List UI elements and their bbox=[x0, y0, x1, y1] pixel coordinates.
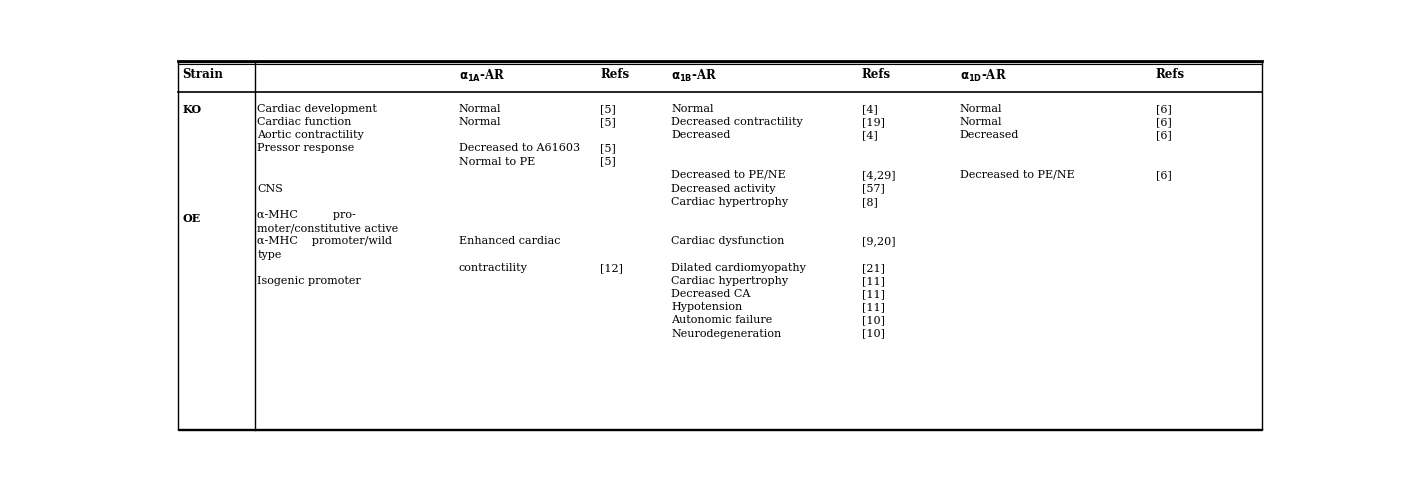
Text: [9,20]: [9,20] bbox=[861, 236, 895, 246]
Text: [4,29]: [4,29] bbox=[861, 169, 895, 180]
Text: Pressor response: Pressor response bbox=[257, 143, 354, 153]
Text: $\mathbf{\alpha_{1A}}$-AR: $\mathbf{\alpha_{1A}}$-AR bbox=[458, 68, 506, 84]
Text: [10]: [10] bbox=[861, 315, 885, 325]
Text: [11]: [11] bbox=[861, 275, 885, 285]
Text: Enhanced cardiac: Enhanced cardiac bbox=[458, 236, 561, 246]
Text: Normal to PE: Normal to PE bbox=[458, 156, 535, 166]
Text: [5]: [5] bbox=[600, 156, 617, 166]
Text: Neurodegeneration: Neurodegeneration bbox=[672, 328, 781, 338]
Text: Dilated cardiomyopathy: Dilated cardiomyopathy bbox=[672, 262, 806, 272]
Text: Isogenic promoter: Isogenic promoter bbox=[257, 275, 361, 285]
Text: [21]: [21] bbox=[861, 262, 885, 272]
Text: [12]: [12] bbox=[600, 262, 624, 272]
Text: α-MHC          pro-: α-MHC pro- bbox=[257, 210, 355, 220]
Text: Cardiac development: Cardiac development bbox=[257, 103, 377, 114]
Text: [6]: [6] bbox=[1156, 130, 1172, 140]
Text: Cardiac hypertrophy: Cardiac hypertrophy bbox=[672, 197, 788, 206]
Text: moter/constitutive active: moter/constitutive active bbox=[257, 223, 399, 233]
Text: Cardiac dysfunction: Cardiac dysfunction bbox=[672, 236, 784, 246]
Text: [8]: [8] bbox=[861, 197, 878, 206]
Text: [6]: [6] bbox=[1156, 103, 1172, 114]
Text: Refs: Refs bbox=[600, 68, 629, 81]
Text: Decreased to A61603: Decreased to A61603 bbox=[458, 143, 580, 153]
Text: Aortic contractility: Aortic contractility bbox=[257, 130, 364, 140]
Text: KO: KO bbox=[183, 103, 201, 115]
Text: Decreased to PE/NE: Decreased to PE/NE bbox=[672, 169, 785, 180]
Text: Normal: Normal bbox=[672, 103, 714, 114]
Text: [5]: [5] bbox=[600, 103, 617, 114]
Text: [4]: [4] bbox=[861, 103, 878, 114]
Text: [10]: [10] bbox=[861, 328, 885, 338]
Text: type: type bbox=[257, 249, 281, 259]
Text: Decreased to PE/NE: Decreased to PE/NE bbox=[960, 169, 1075, 180]
Text: [5]: [5] bbox=[600, 143, 617, 153]
Text: Strain: Strain bbox=[183, 68, 223, 81]
Text: [57]: [57] bbox=[861, 183, 885, 193]
Text: [4]: [4] bbox=[861, 130, 878, 140]
Text: Cardiac hypertrophy: Cardiac hypertrophy bbox=[672, 275, 788, 285]
Text: OE: OE bbox=[183, 213, 201, 224]
Text: Refs: Refs bbox=[861, 68, 891, 81]
Text: contractility: contractility bbox=[458, 262, 528, 272]
Text: Decreased activity: Decreased activity bbox=[672, 183, 776, 193]
Text: Refs: Refs bbox=[1156, 68, 1184, 81]
Text: [19]: [19] bbox=[861, 117, 885, 127]
Text: Decreased CA: Decreased CA bbox=[672, 288, 750, 299]
Text: Normal: Normal bbox=[960, 117, 1002, 127]
Text: Decreased: Decreased bbox=[960, 130, 1019, 140]
Text: Autonomic failure: Autonomic failure bbox=[672, 315, 773, 325]
Text: [11]: [11] bbox=[861, 288, 885, 299]
Text: CNS: CNS bbox=[257, 183, 284, 193]
Text: [5]: [5] bbox=[600, 117, 617, 127]
Text: [6]: [6] bbox=[1156, 117, 1172, 127]
Text: Cardiac function: Cardiac function bbox=[257, 117, 351, 127]
Text: [11]: [11] bbox=[861, 302, 885, 312]
Text: Normal: Normal bbox=[458, 103, 502, 114]
Text: Decreased contractility: Decreased contractility bbox=[672, 117, 802, 127]
Text: [6]: [6] bbox=[1156, 169, 1172, 180]
Text: α-MHC    promoter/wild: α-MHC promoter/wild bbox=[257, 236, 392, 246]
Text: Hypotension: Hypotension bbox=[672, 302, 742, 312]
Text: Decreased: Decreased bbox=[672, 130, 731, 140]
Text: Normal: Normal bbox=[458, 117, 502, 127]
Text: Normal: Normal bbox=[960, 103, 1002, 114]
Text: $\mathbf{\alpha_{1D}}$-AR: $\mathbf{\alpha_{1D}}$-AR bbox=[960, 68, 1006, 84]
Text: $\mathbf{\alpha_{1B}}$-AR: $\mathbf{\alpha_{1B}}$-AR bbox=[672, 68, 718, 84]
